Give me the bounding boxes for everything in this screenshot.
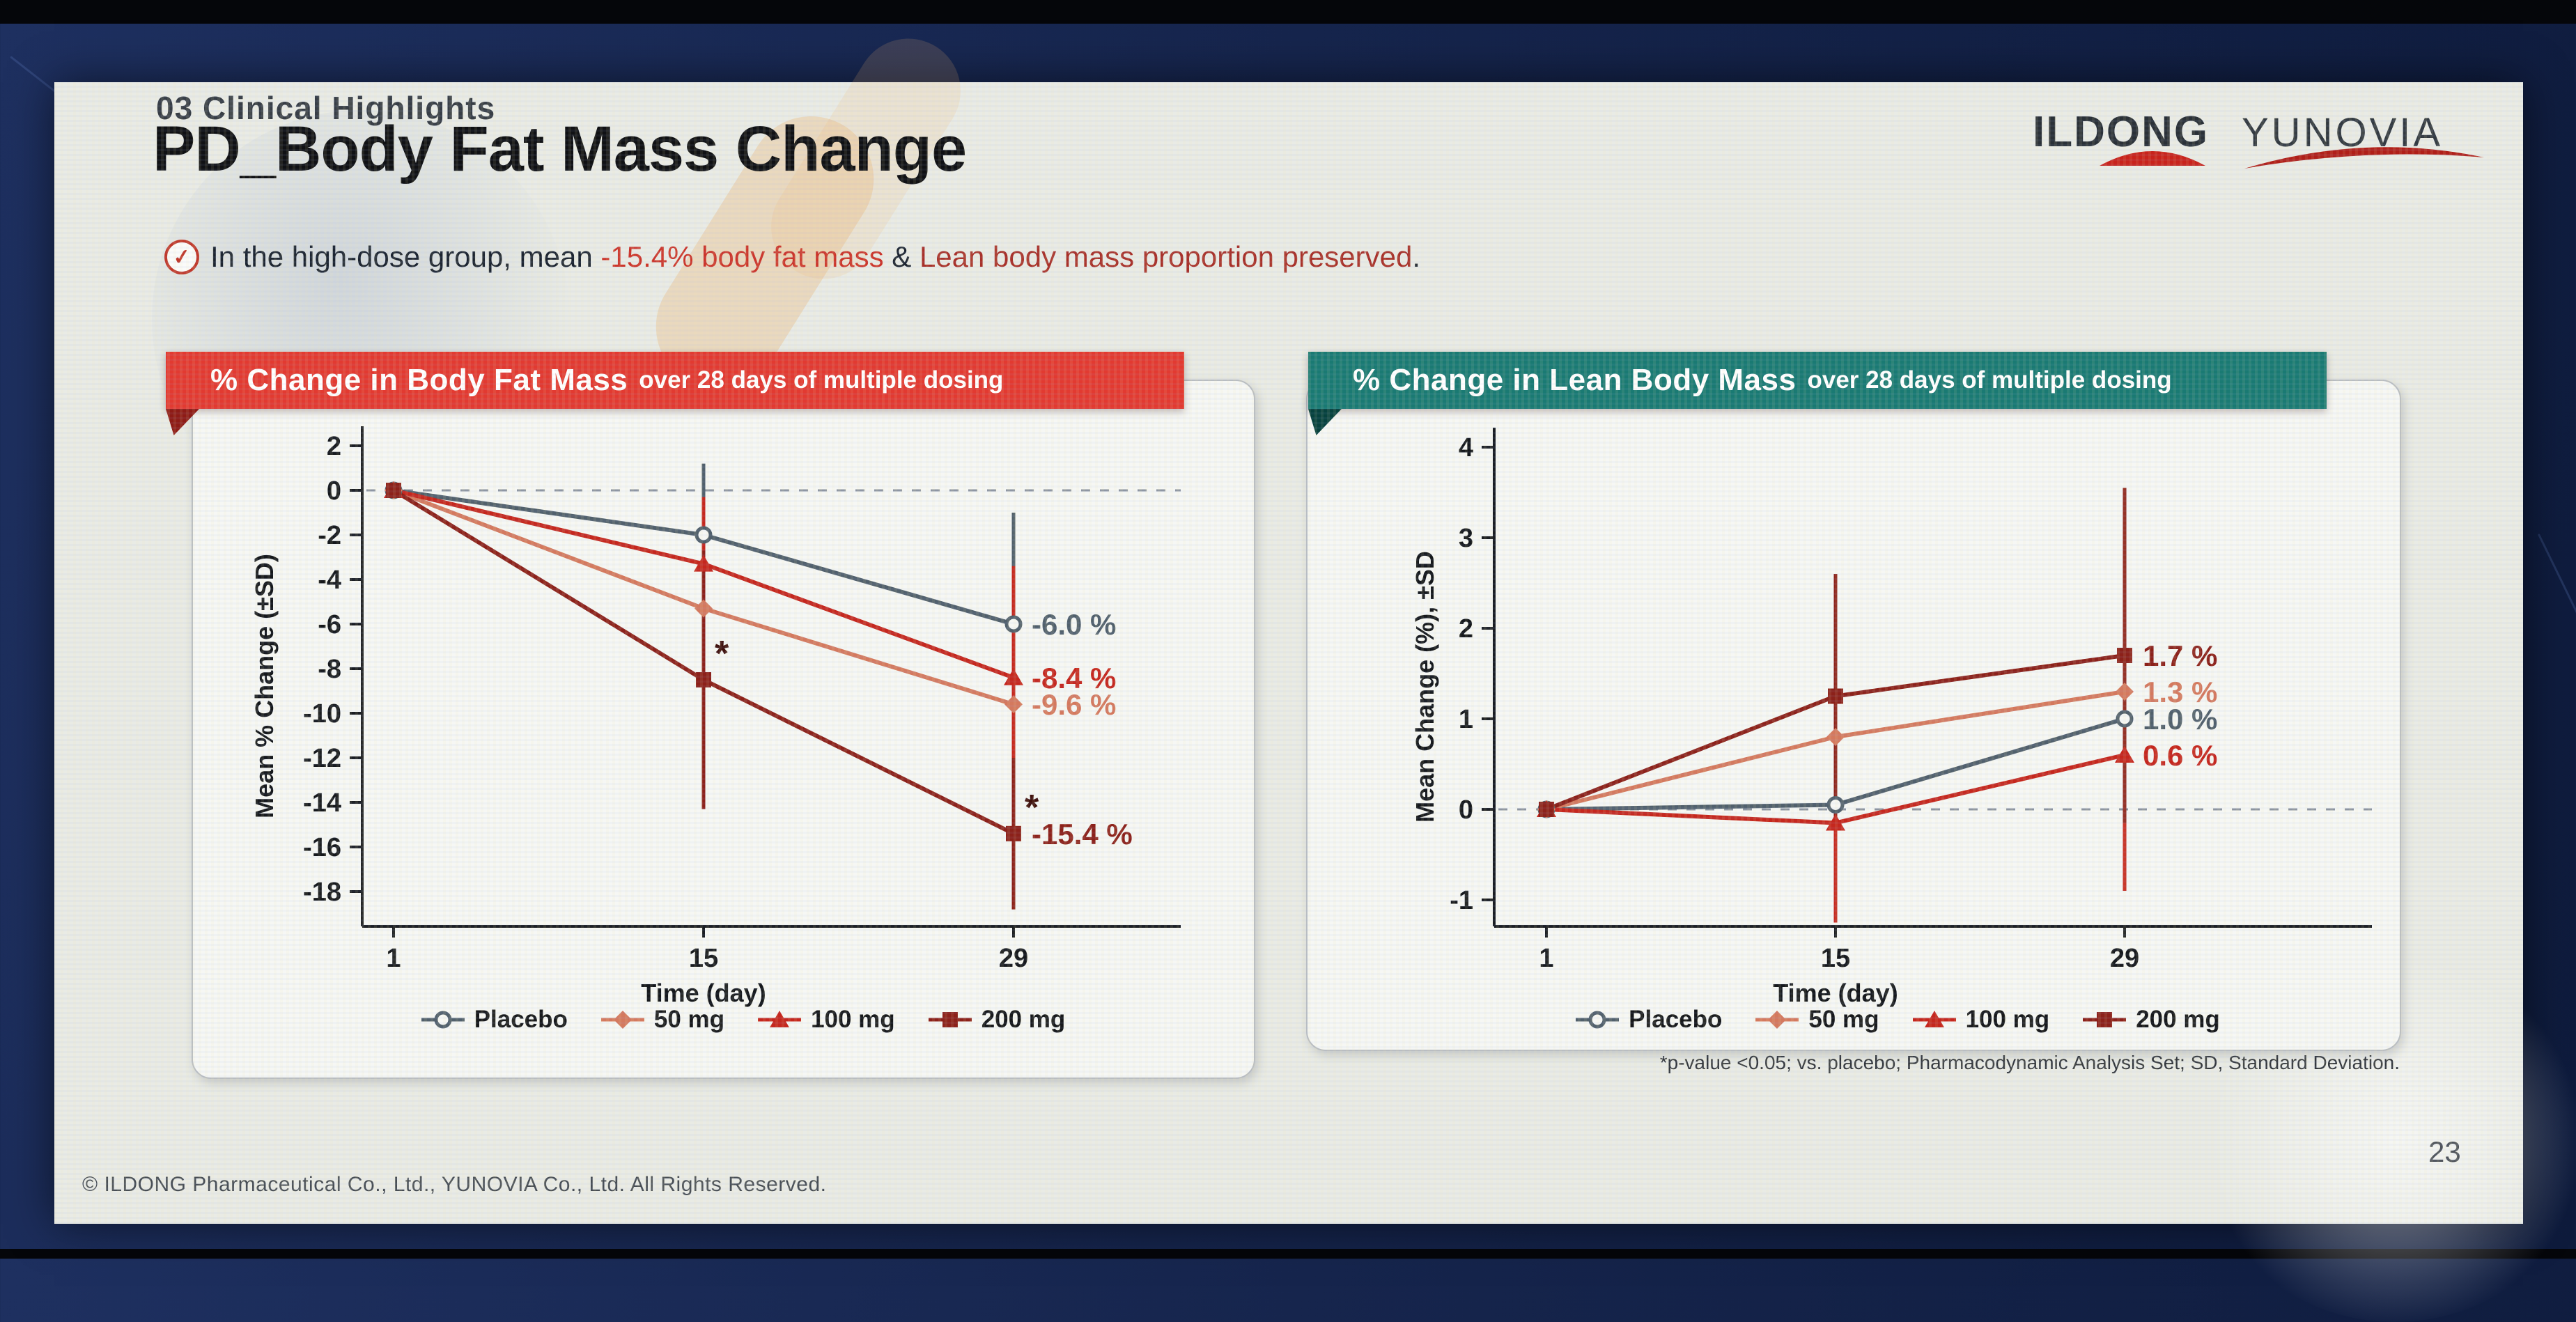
legend-label: 100 mg (811, 1006, 895, 1033)
legend-item-100-mg: 100 mg (1910, 1006, 2050, 1034)
svg-text:1.7 %: 1.7 % (2143, 639, 2217, 672)
legend-marker-icon (928, 1012, 972, 1027)
key-message-text: In the high-dose group, mean -15.4% body… (210, 240, 1420, 274)
legend-item-placebo: Placebo (419, 1006, 568, 1034)
legend-label: Placebo (474, 1006, 568, 1033)
svg-text:-8.4 %: -8.4 % (1032, 662, 1116, 694)
svg-text:1: 1 (1459, 705, 1473, 734)
svg-text:Time (day): Time (day) (641, 979, 766, 1007)
svg-text:29: 29 (2110, 944, 2139, 973)
svg-text:2: 2 (327, 432, 341, 461)
svg-text:-6: -6 (318, 610, 341, 639)
legend-label: 50 mg (1808, 1006, 1879, 1033)
svg-text:2: 2 (1459, 614, 1473, 644)
legend-item-placebo: Placebo (1573, 1006, 1722, 1034)
legend-marker-icon (1576, 1011, 1620, 1029)
key-message-connector: & (883, 240, 920, 273)
svg-text:15: 15 (1821, 944, 1850, 973)
svg-text:-18: -18 (303, 878, 341, 907)
svg-text:Time (day): Time (day) (1773, 979, 1898, 1007)
legend-marker-icon (600, 1011, 644, 1029)
body-fat-chart: 2 0 -2 -4 -6 -8 -10 -12 -14 -16 -18 1 15 29 Time (day)… (230, 411, 1254, 1031)
legend-item-50-mg: 50 mg (598, 1006, 724, 1034)
svg-text:Mean Change (%), ±SD: Mean Change (%), ±SD (1411, 551, 1439, 823)
svg-text:-6.0 %: -6.0 % (1032, 608, 1116, 641)
screen-top-bezel (0, 0, 2576, 24)
copyright: © ILDONG Pharmaceutical Co., Ltd., YUNOV… (82, 1173, 827, 1196)
logo-ildong-text: ILDONG (2033, 108, 2209, 156)
legend-item-100-mg: 100 mg (755, 1006, 895, 1034)
logo-swoosh-icon (2244, 147, 2484, 169)
legend-item-200-mg: 200 mg (926, 1006, 1066, 1034)
body-fat-chart-banner: % Change in Body Fat Mass over 28 days o… (166, 352, 1184, 435)
legend-item-200-mg: 200 mg (2080, 1006, 2220, 1034)
svg-text:-14: -14 (303, 788, 341, 818)
svg-text:0.6 %: 0.6 % (2143, 739, 2217, 772)
background-network-line (2537, 534, 2576, 722)
legend-marker-icon (758, 1011, 802, 1027)
svg-text:0: 0 (1459, 795, 1473, 825)
body-fat-chart-svg: 2 0 -2 -4 -6 -8 -10 -12 -14 -16 -18 1 15 29 Time (day)… (250, 426, 1181, 1007)
svg-text:29: 29 (999, 944, 1028, 973)
key-message-prefix: In the high-dose group, mean (210, 240, 601, 273)
svg-text:-4: -4 (318, 566, 341, 595)
svg-text:-16: -16 (303, 833, 341, 862)
svg-text:-2: -2 (318, 521, 341, 550)
svg-text:-8: -8 (318, 655, 341, 684)
legend-marker-icon (1912, 1011, 1956, 1027)
logo-red-arc-icon (2100, 151, 2205, 166)
banner-subtitle: over 28 days of multiple dosing (1807, 366, 2172, 394)
legend-label: 50 mg (653, 1006, 725, 1033)
svg-text:-15.4 %: -15.4 % (1032, 818, 1133, 850)
legend-marker-icon (1755, 1011, 1799, 1029)
lean-mass-chart-panel (1306, 380, 2401, 1051)
footnote: *p-value <0.05; vs. placebo; Pharmacodyn… (1659, 1052, 2400, 1073)
lean-mass-chart-svg: 4 3 2 1 0 -1 1 15 29 Time (day) Mean Change (%), ±… (1411, 428, 2372, 1007)
slide: 03 Clinical Highlights PD_Body Fat Mass … (54, 19, 2576, 1322)
svg-text:3: 3 (1459, 524, 1473, 553)
page-title: PD_Body Fat Mass Change (153, 114, 967, 185)
legend-label: 200 mg (2136, 1006, 2220, 1033)
legend-label: 100 mg (1965, 1006, 2050, 1033)
banner-subtitle: over 28 days of multiple dosing (639, 366, 1004, 394)
key-message-lean-highlight: Lean body mass proportion preserved (919, 240, 1413, 273)
svg-text:4: 4 (1459, 433, 1473, 462)
company-logo-graphic: ILDONG YUNOVIA (2033, 108, 2484, 169)
svg-text:-1: -1 (1450, 886, 1473, 915)
lean-mass-chart-legend: Placebo 50 mg 100 mg 200 mg (1393, 1006, 2400, 1034)
screen-bottom-bezel (0, 1249, 2576, 1259)
key-message-suffix: . (1412, 240, 1421, 273)
key-message-fat-highlight: -15.4% body fat mass (600, 240, 884, 273)
body-fat-chart-legend: Placebo 50 mg 100 mg 200 mg (230, 1006, 1254, 1034)
svg-text:-12: -12 (303, 744, 341, 773)
svg-text:-9.6 %: -9.6 % (1032, 688, 1116, 721)
svg-text:*: * (715, 634, 729, 674)
page-number: 23 (2428, 1135, 2461, 1168)
checkmark-icon: ✓ (162, 238, 201, 277)
company-logo: ILDONG YUNOVIA (2033, 88, 2492, 196)
svg-text:1: 1 (386, 944, 401, 973)
svg-text:*: * (1025, 788, 1039, 828)
svg-text:1.0 %: 1.0 % (2143, 703, 2217, 736)
key-message: ✓ In the high-dose group, mean -15.4% bo… (162, 238, 1420, 277)
banner-title: % Change in Body Fat Mass (210, 363, 628, 397)
legend-item-50-mg: 50 mg (1753, 1006, 1879, 1034)
lean-body-mass-chart: 4 3 2 1 0 -1 1 15 29 Time (day) Mean Change (%), ±… (1393, 411, 2400, 1031)
legend-label: 200 mg (981, 1006, 1066, 1033)
section-kicker: 03 Clinical Highlights (156, 90, 496, 126)
legend-label: Placebo (1629, 1006, 1723, 1033)
svg-text:1.3 %: 1.3 % (2143, 676, 2217, 708)
svg-text:15: 15 (689, 944, 718, 973)
svg-text:1: 1 (1539, 944, 1553, 973)
svg-text:-10: -10 (303, 699, 341, 729)
legend-marker-icon (421, 1011, 465, 1029)
body-fat-chart-panel (192, 380, 1255, 1079)
svg-text:Mean % Change (±SD): Mean % Change (±SD) (250, 554, 279, 818)
svg-text:0: 0 (327, 476, 341, 506)
legend-marker-icon (2083, 1012, 2127, 1027)
lean-mass-chart-banner: % Change in Lean Body Mass over 28 days … (1308, 352, 2327, 435)
banner-title: % Change in Lean Body Mass (1353, 363, 1797, 397)
